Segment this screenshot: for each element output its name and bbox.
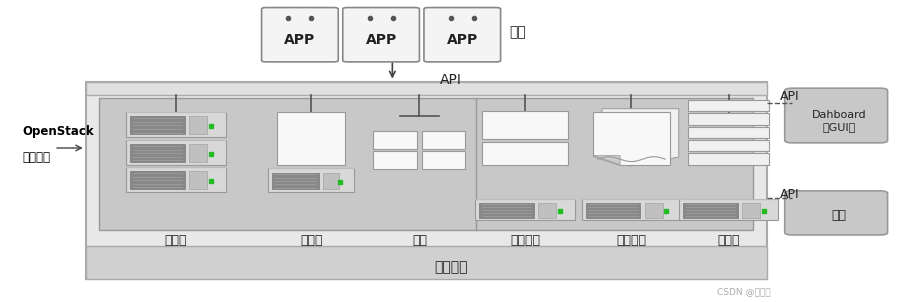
Bar bbox=[538, 203, 557, 218]
Bar bbox=[688, 140, 769, 151]
Text: API: API bbox=[440, 73, 462, 87]
Text: API: API bbox=[780, 90, 800, 103]
FancyBboxPatch shape bbox=[785, 191, 888, 235]
Text: CSDN @笙舞啃: CSDN @笙舞啃 bbox=[717, 287, 770, 296]
Text: APP: APP bbox=[365, 33, 397, 47]
Bar bbox=[688, 113, 769, 125]
Text: Dahboard
（GUI）: Dahboard （GUI） bbox=[812, 110, 866, 132]
Bar bbox=[269, 168, 354, 192]
Text: API: API bbox=[780, 188, 800, 201]
Bar bbox=[130, 116, 185, 134]
Text: APP: APP bbox=[284, 33, 316, 47]
Bar bbox=[645, 203, 663, 218]
Polygon shape bbox=[594, 112, 669, 165]
FancyBboxPatch shape bbox=[343, 8, 419, 62]
Text: 控制面板: 控制面板 bbox=[23, 150, 51, 164]
Bar bbox=[130, 144, 185, 162]
Polygon shape bbox=[603, 109, 678, 166]
Bar bbox=[126, 167, 226, 192]
Bar bbox=[742, 203, 760, 218]
FancyBboxPatch shape bbox=[424, 8, 501, 62]
Bar bbox=[86, 82, 767, 279]
Bar bbox=[324, 172, 339, 189]
Bar bbox=[585, 203, 640, 218]
Text: 容器: 容器 bbox=[412, 233, 427, 247]
Bar bbox=[126, 140, 226, 165]
Bar bbox=[679, 199, 778, 220]
Text: 对象存储: 对象存储 bbox=[510, 233, 540, 247]
Text: OpenStack: OpenStack bbox=[23, 125, 94, 138]
Bar bbox=[373, 151, 417, 169]
Text: 块存储: 块存储 bbox=[718, 233, 740, 247]
Bar bbox=[277, 112, 345, 165]
Bar bbox=[688, 127, 769, 138]
Bar bbox=[99, 98, 753, 230]
Bar bbox=[373, 131, 417, 149]
Bar bbox=[86, 82, 767, 95]
Bar bbox=[272, 172, 319, 189]
Polygon shape bbox=[594, 156, 621, 165]
Bar bbox=[422, 151, 465, 169]
FancyBboxPatch shape bbox=[262, 8, 338, 62]
Bar bbox=[688, 153, 769, 165]
Text: 裸金属: 裸金属 bbox=[165, 233, 187, 247]
Bar bbox=[189, 171, 207, 189]
Text: 监控: 监控 bbox=[832, 209, 846, 223]
Text: APP: APP bbox=[446, 33, 478, 47]
Bar bbox=[130, 171, 185, 189]
Bar bbox=[688, 100, 769, 111]
Bar bbox=[475, 199, 575, 220]
Bar bbox=[582, 199, 681, 220]
Bar bbox=[422, 131, 465, 149]
Text: 应用: 应用 bbox=[510, 25, 527, 39]
Bar bbox=[189, 116, 207, 134]
Text: 文件存储: 文件存储 bbox=[616, 233, 647, 247]
Text: 通用网络: 通用网络 bbox=[434, 260, 468, 274]
Bar bbox=[482, 142, 568, 165]
Bar bbox=[683, 203, 738, 218]
Bar bbox=[189, 144, 207, 162]
Bar bbox=[126, 112, 226, 137]
Bar bbox=[479, 203, 534, 218]
Bar bbox=[86, 246, 767, 279]
Text: 虚拟机: 虚拟机 bbox=[300, 233, 322, 247]
Bar bbox=[482, 111, 568, 139]
FancyBboxPatch shape bbox=[785, 88, 888, 143]
